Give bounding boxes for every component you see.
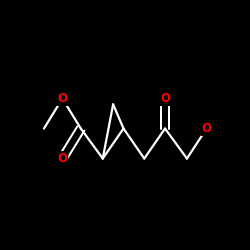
Text: O: O xyxy=(58,152,68,165)
Text: O: O xyxy=(160,92,170,105)
Text: O: O xyxy=(202,122,211,135)
Text: O: O xyxy=(58,92,68,105)
